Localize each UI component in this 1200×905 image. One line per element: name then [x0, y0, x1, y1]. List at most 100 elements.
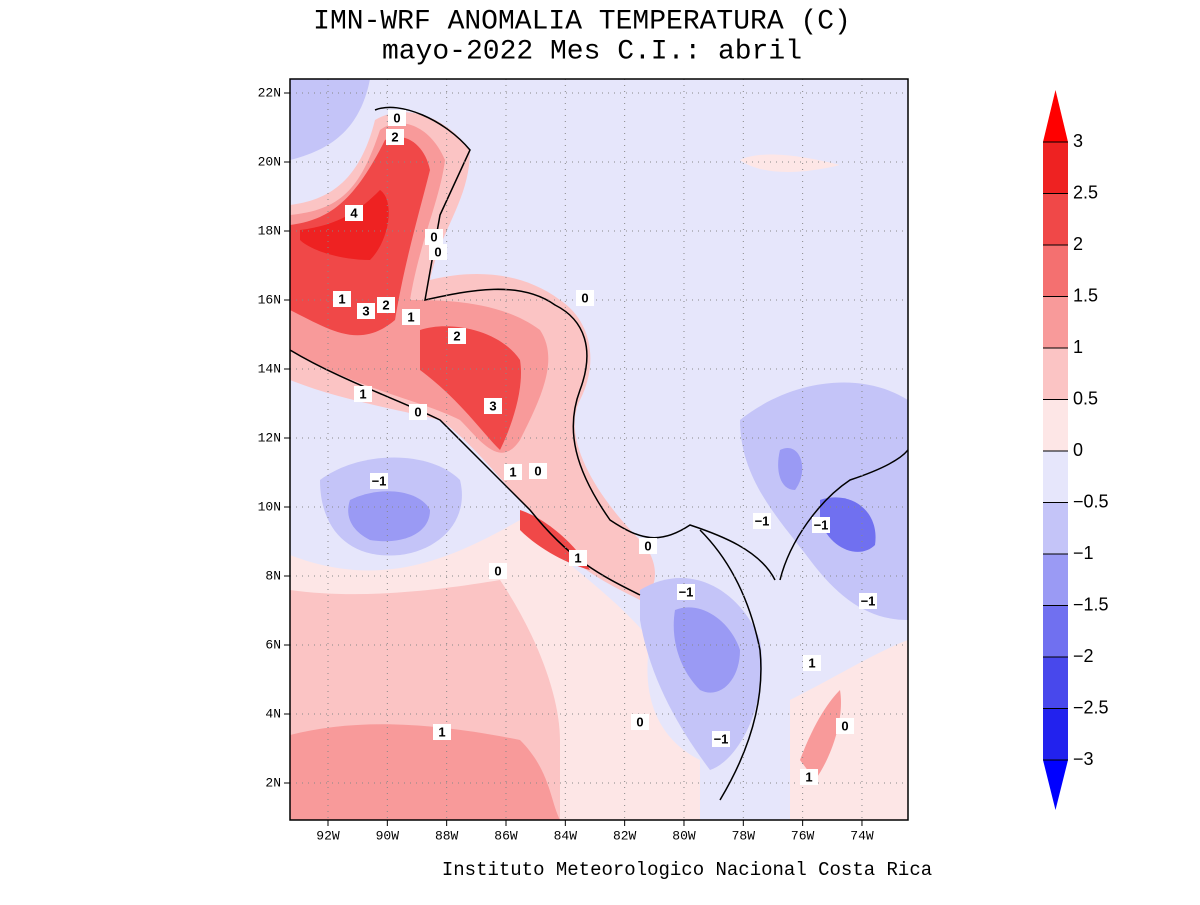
contour-label: −1 — [372, 473, 387, 488]
colorbar-band — [1043, 193, 1068, 245]
contour-label-bg — [504, 464, 522, 480]
contour-label: 0 — [636, 714, 643, 729]
colorbar-label: 2 — [1073, 234, 1083, 254]
contour-label-bg — [354, 386, 372, 402]
lat-tick-label: 8N — [265, 568, 281, 583]
colorbar-band — [1043, 451, 1068, 503]
lat-tick-label: 10N — [258, 499, 281, 514]
colorbar-band — [1043, 657, 1068, 709]
colorbar-label: 3 — [1073, 131, 1083, 151]
colorbar-label: −1.5 — [1073, 594, 1109, 614]
lon-tick-label: 86W — [494, 828, 518, 843]
contour-label-bg — [569, 550, 587, 566]
footer: Instituto Meteorologico Nacional Costa R… — [442, 859, 932, 881]
contour-label-bg — [631, 714, 649, 730]
contour-label: 0 — [841, 718, 848, 733]
contour-label-bg — [639, 538, 657, 554]
contour-label-bg — [409, 404, 427, 420]
lon-tick-label: 92W — [316, 828, 340, 843]
contour-label-bg — [377, 297, 395, 313]
map-frame — [289, 78, 909, 821]
colorbar-label: 0.5 — [1073, 388, 1098, 408]
contour-label: 1 — [359, 386, 366, 401]
graticule: 22N 20N 18N 16N 14N 12N 10N 8N 6N 4N 2N 92W 90W 88W 86… — [258, 79, 908, 843]
contour-label: 0 — [414, 404, 421, 419]
subtitle: mayo-2022 Mes C.I.: abril — [382, 36, 802, 67]
contour-label-bg — [576, 290, 594, 306]
contour-label: 1 — [338, 291, 345, 306]
contour-label-bg — [433, 724, 451, 740]
contour-label-bg — [402, 309, 420, 325]
contour-label-bg — [489, 563, 507, 579]
colorbar-arrow-bottom — [1043, 760, 1068, 810]
contour-label-bg — [425, 229, 443, 245]
contour-label: −1 — [861, 593, 876, 608]
contour-label-bg — [800, 769, 818, 785]
contour-label-bg — [386, 129, 404, 145]
lon-tick-label: 76W — [791, 828, 815, 843]
colorbar-band — [1043, 399, 1068, 451]
lat-tick-label: 6N — [265, 637, 281, 652]
contour-label-bg — [836, 718, 854, 734]
contour-label-bg — [429, 244, 447, 260]
contour-label: 1 — [805, 769, 812, 784]
contour-label-bg — [803, 655, 821, 671]
lat-tick-label: 22N — [258, 85, 281, 100]
colorbar-band — [1043, 245, 1068, 297]
colorbar-label: −1 — [1073, 543, 1094, 563]
contour-label: 1 — [509, 464, 516, 479]
colorbar-band — [1043, 605, 1068, 657]
lon-tick-label: 84W — [554, 828, 578, 843]
colorbar-band — [1043, 708, 1068, 760]
colorbar: 3 2.5 2 1.5 1 0.5 0 −0.5 −1 −1.5 −2 −2.5 −3 — [1043, 90, 1109, 810]
lon-tick-label: 90W — [376, 828, 400, 843]
colorbar-band — [1043, 348, 1068, 400]
contour-label: 1 — [574, 550, 581, 565]
contour-label: 0 — [581, 290, 588, 305]
lat-tick-label: 20N — [258, 154, 281, 169]
contour-label: 2 — [382, 297, 389, 312]
colorbar-label: 1.5 — [1073, 285, 1098, 305]
contour-label-bg — [712, 731, 730, 747]
colorbar-label: −2 — [1073, 646, 1094, 666]
colorbar-label: −0.5 — [1073, 491, 1109, 511]
title: IMN-WRF ANOMALIA TEMPERATURA (C) — [313, 6, 851, 37]
lon-tick-label: 88W — [435, 828, 459, 843]
lat-tick-label: 16N — [258, 292, 281, 307]
lon-tick-label: 82W — [613, 828, 637, 843]
contour-label-bg — [812, 517, 830, 533]
contour-label: −1 — [714, 731, 729, 746]
contour-label: 4 — [350, 205, 358, 220]
contour-label-bg — [333, 291, 351, 307]
lat-tick-label: 14N — [258, 361, 281, 376]
contour-label: 0 — [393, 110, 400, 125]
colorbar-label: 1 — [1073, 337, 1083, 357]
contour-label-bg — [529, 463, 547, 479]
contour-label: 0 — [644, 538, 651, 553]
lon-tick-label: 74W — [850, 828, 874, 843]
contour-label-bg — [448, 328, 466, 344]
lon-tick-label: 80W — [672, 828, 696, 843]
colorbar-label: −3 — [1073, 749, 1094, 769]
contour-label: 0 — [434, 244, 441, 259]
contour-label-bg — [859, 593, 877, 609]
lat-tick-label: 12N — [258, 430, 281, 445]
contour-label-bg — [753, 513, 771, 529]
colorbar-label: 2.5 — [1073, 182, 1098, 202]
contour-label-bg — [357, 303, 375, 319]
contour-label: −1 — [755, 513, 770, 528]
contour-label: 1 — [808, 655, 815, 670]
lat-tick-label: 4N — [265, 706, 281, 721]
contour-label-bg — [484, 398, 502, 414]
contour-label: 0 — [430, 229, 437, 244]
contour-label: 1 — [407, 309, 414, 324]
contour-label-bg — [345, 205, 363, 221]
contour-label: 1 — [438, 724, 445, 739]
contour-label: 3 — [489, 398, 496, 413]
contour-label: 0 — [494, 563, 501, 578]
contour-label: −1 — [814, 517, 829, 532]
lon-tick-label: 78W — [732, 828, 756, 843]
